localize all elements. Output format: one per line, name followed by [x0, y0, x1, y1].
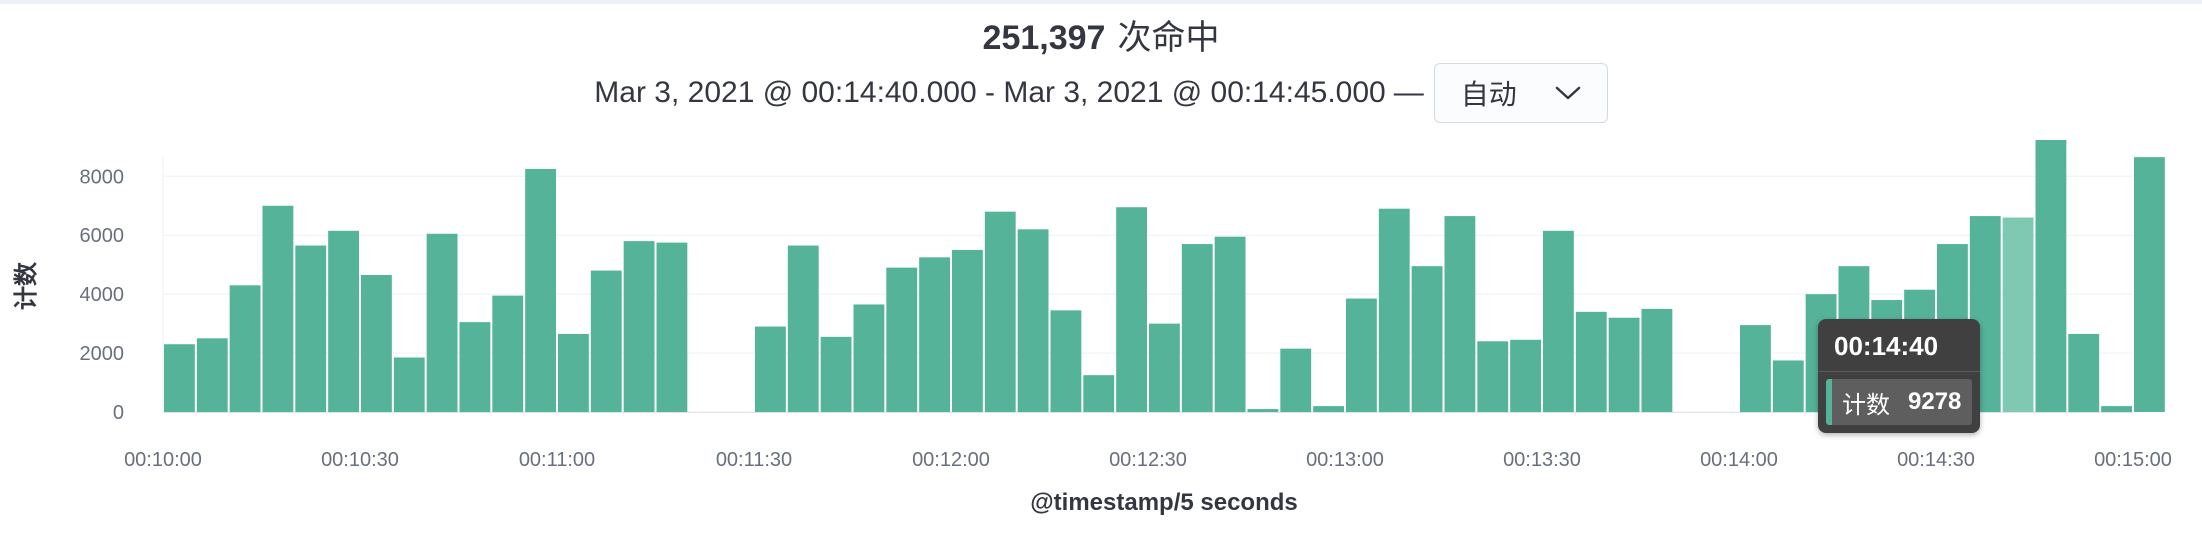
- histogram-bar[interactable]: [1575, 311, 1607, 412]
- x-tick-label: 00:13:30: [1503, 449, 1581, 471]
- tooltip-value: 9278: [1908, 388, 1962, 415]
- histogram-bar[interactable]: [164, 344, 195, 412]
- histogram-bar[interactable]: [656, 242, 688, 412]
- x-tick-label: 00:14:30: [1897, 449, 1975, 471]
- histogram-bar[interactable]: [886, 267, 918, 412]
- histogram-bar[interactable]: [853, 304, 885, 412]
- y-axis-title: 计数: [13, 261, 40, 310]
- time-range-separator: —: [1393, 76, 1424, 109]
- histogram-bar[interactable]: [2035, 140, 2067, 412]
- histogram-bar[interactable]: [952, 249, 983, 412]
- histogram-bar[interactable]: [1608, 317, 1640, 412]
- x-tick-label: 00:11:30: [716, 449, 792, 471]
- histogram-bar[interactable]: [1083, 375, 1115, 412]
- histogram-bar[interactable]: [426, 233, 458, 412]
- histogram-bar[interactable]: [2002, 217, 2034, 412]
- histogram-bar[interactable]: [755, 326, 786, 412]
- histogram-bar[interactable]: [229, 285, 261, 412]
- histogram-bar[interactable]: [1116, 207, 1147, 412]
- histogram-bar[interactable]: [393, 357, 425, 412]
- histogram-bar[interactable]: [1313, 406, 1344, 412]
- histogram-bar[interactable]: [1181, 244, 1213, 412]
- hits-count: 251,397: [982, 19, 1106, 57]
- x-tick-label: 00:11:00: [519, 449, 595, 471]
- histogram-bar[interactable]: [2101, 406, 2132, 412]
- time-range-text: Mar 3, 2021 @ 00:14:40.000 - Mar 3, 2021…: [594, 76, 1386, 109]
- histogram-bar[interactable]: [1050, 310, 1082, 412]
- x-tick-label: 00:15:00: [2094, 449, 2172, 471]
- y-axis: 0 2000 4000 6000 8000: [80, 166, 125, 424]
- histogram-bar[interactable]: [2134, 157, 2165, 412]
- histogram-bar[interactable]: [1477, 341, 1509, 412]
- histogram-bar[interactable]: [1543, 230, 1574, 412]
- histogram-bar[interactable]: [262, 205, 294, 412]
- histogram-bar[interactable]: [1214, 236, 1246, 412]
- histogram-bar[interactable]: [590, 270, 622, 412]
- top-border: [0, 0, 2202, 4]
- interval-select-value: 自动: [1460, 79, 1517, 110]
- histogram-bar[interactable]: [919, 257, 950, 412]
- y-tick-label: 0: [113, 402, 124, 424]
- interval-select[interactable]: 自动: [1433, 63, 1608, 123]
- x-tick-label: 00:10:30: [321, 449, 399, 471]
- tooltip-title: 00:14:40: [1834, 331, 1939, 361]
- bar-tooltip: 00:14:40 计数 9278: [1818, 319, 1980, 433]
- histogram-bar[interactable]: [1740, 325, 1771, 412]
- histogram-bar[interactable]: [984, 211, 1016, 412]
- histogram-bar[interactable]: [1411, 266, 1443, 412]
- tooltip-series-swatch: [1826, 379, 1832, 425]
- x-axis-title: @timestamp/5 seconds: [1030, 489, 1298, 516]
- histogram-bar[interactable]: [623, 241, 655, 412]
- x-tick-label: 00:14:00: [1700, 449, 1778, 471]
- tooltip-label: 计数: [1842, 391, 1890, 419]
- histogram-bar[interactable]: [1378, 208, 1410, 412]
- histogram-bar[interactable]: [787, 245, 819, 412]
- tooltip-row: 计数 9278: [1826, 379, 1972, 425]
- hits-label: 次命中: [1117, 19, 1220, 57]
- y-tick-label: 4000: [80, 284, 125, 306]
- histogram-bar[interactable]: [2068, 333, 2100, 412]
- histogram-bar[interactable]: [1017, 229, 1049, 412]
- time-range-row: Mar 3, 2021 @ 00:14:40.000 - Mar 3, 2021…: [0, 60, 2202, 126]
- histogram-bar[interactable]: [558, 333, 589, 412]
- x-tick-label: 00:10:00: [124, 449, 202, 471]
- x-tick-label: 00:12:00: [912, 449, 990, 471]
- histogram-bar[interactable]: [492, 295, 524, 412]
- histogram-bar[interactable]: [525, 168, 556, 412]
- histogram-bar[interactable]: [1510, 339, 1541, 412]
- chevron-down-icon: [1555, 86, 1580, 100]
- histogram-bar[interactable]: [295, 245, 327, 412]
- y-tick-label: 2000: [80, 343, 125, 365]
- histogram-bar[interactable]: [459, 322, 491, 412]
- y-tick-label: 8000: [80, 166, 125, 188]
- histogram-bar[interactable]: [1346, 298, 1377, 412]
- histogram-bar[interactable]: [1772, 360, 1804, 412]
- histogram-bar[interactable]: [1641, 308, 1673, 412]
- histogram-bar[interactable]: [1149, 323, 1180, 412]
- histogram-bar[interactable]: [1444, 216, 1476, 412]
- hits-summary: 251,397 次命中: [0, 14, 2202, 62]
- y-tick-label: 6000: [80, 225, 125, 247]
- histogram-bar[interactable]: [328, 230, 359, 412]
- tooltip-divider: [1818, 371, 1980, 372]
- histogram-bar[interactable]: [1247, 409, 1279, 412]
- x-tick-label: 00:12:30: [1109, 449, 1187, 471]
- x-axis: 00:10:00 00:10:30 00:11:00 00:11:30 00:12:00…: [124, 412, 2172, 471]
- histogram-bar[interactable]: [361, 275, 392, 412]
- histogram-bar[interactable]: [196, 338, 228, 412]
- histogram-bar[interactable]: [1280, 348, 1312, 412]
- x-tick-label: 00:13:00: [1306, 449, 1384, 471]
- histogram-bar[interactable]: [820, 336, 852, 412]
